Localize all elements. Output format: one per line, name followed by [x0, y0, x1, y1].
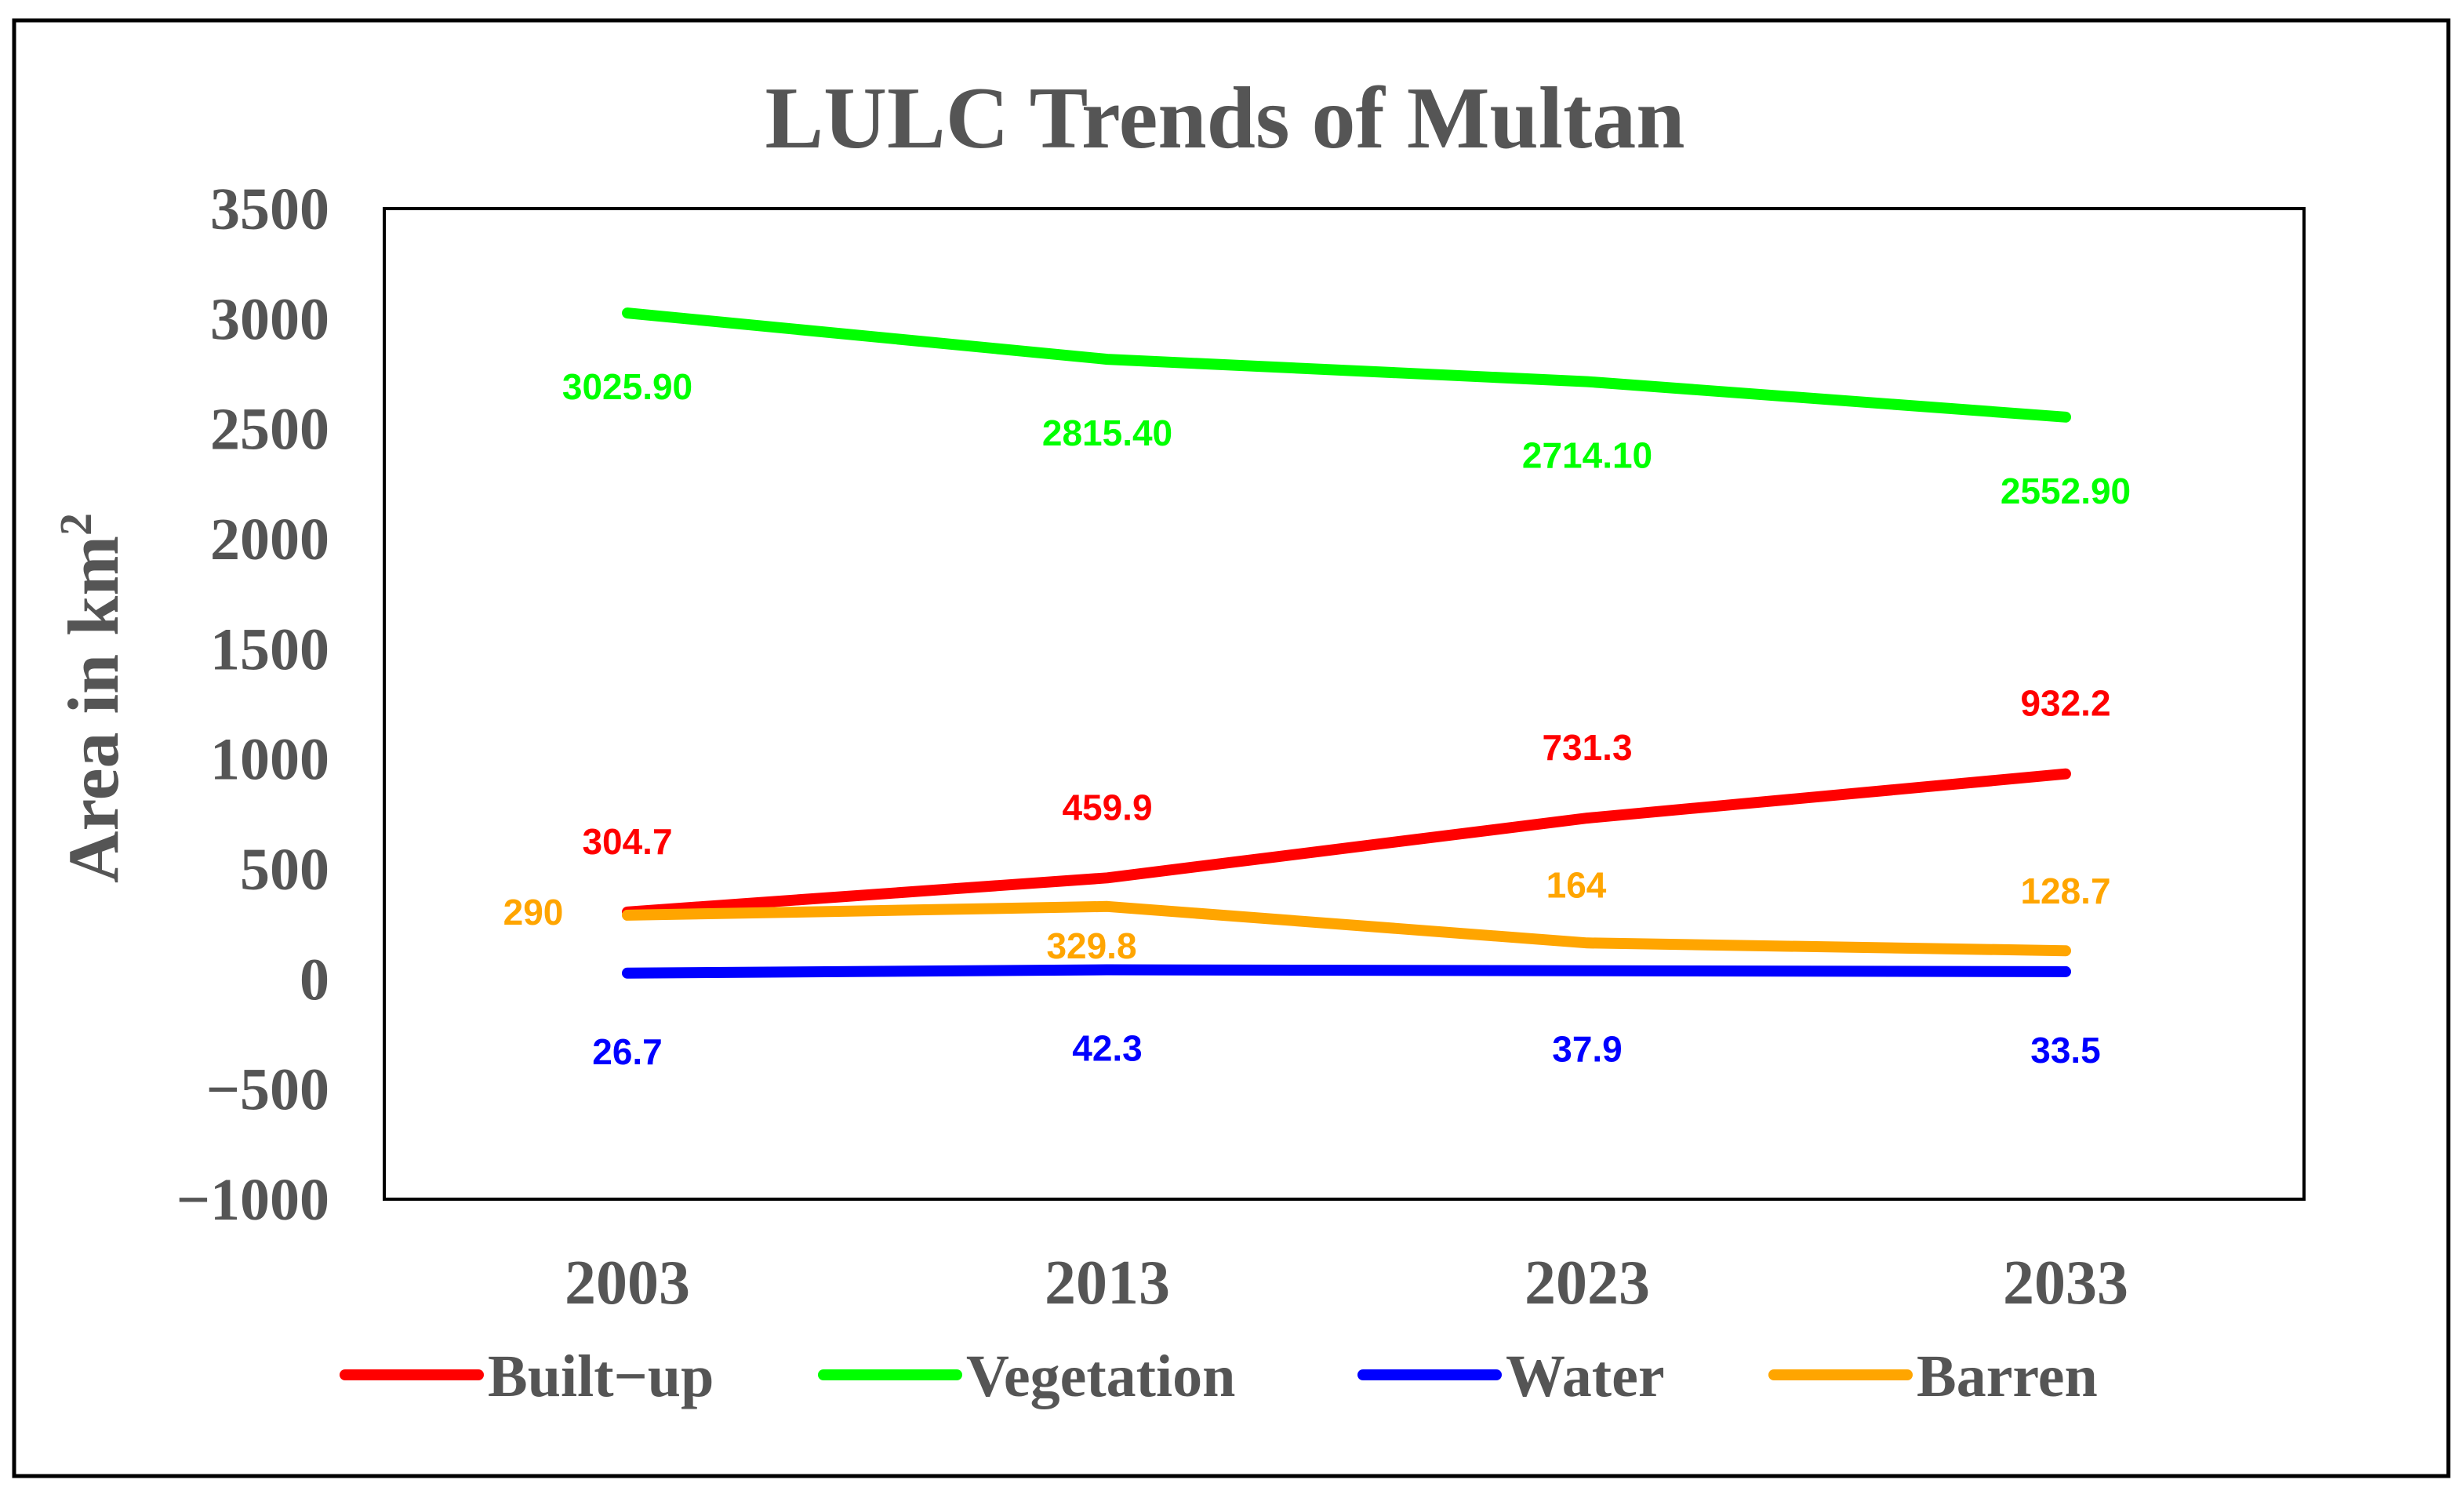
data-label-water: 33.5 [2030, 1030, 2101, 1071]
chart-title: LULC Trends of Multan [765, 70, 1684, 167]
series-lines [622, 307, 2071, 979]
legend-label: Built−up [488, 1343, 714, 1409]
data-label-built-up: 304.7 [582, 821, 672, 862]
data-label-vegetation: 2714.10 [1522, 435, 1652, 476]
data-label-barren: 128.7 [2020, 871, 2110, 911]
data-label-built-up: 731.3 [1542, 727, 1632, 768]
y-tick-label: −500 [206, 1057, 329, 1123]
y-tick-label: 3500 [210, 176, 329, 242]
data-label-water: 37.9 [1552, 1029, 1623, 1070]
legend: Built−up Vegetation Water Barren [340, 1343, 2098, 1409]
data-labels: 304.7 459.9 731.3 932.2 3025.90 2815.40 2714.1… [503, 366, 2131, 1072]
series-line-vegetation [622, 307, 2071, 423]
y-tick-label: 3000 [210, 286, 329, 352]
y-tick-label: 500 [240, 837, 329, 903]
y-tick-label: −1000 [176, 1167, 329, 1233]
data-label-built-up: 932.2 [2020, 683, 2110, 724]
x-tick-label: 2013 [1045, 1249, 1170, 1318]
data-label-water: 26.7 [592, 1031, 663, 1072]
legend-label: Water [1506, 1343, 1665, 1409]
data-label-vegetation: 2815.40 [1042, 413, 1172, 453]
data-label-built-up: 459.9 [1062, 787, 1152, 827]
data-label-barren: 329.8 [1046, 925, 1136, 966]
x-tick-label: 2033 [2003, 1249, 2128, 1318]
y-tick-label: 2500 [210, 397, 329, 463]
x-tick-label: 2023 [1525, 1249, 1650, 1318]
data-label-water: 42.3 [1072, 1027, 1143, 1068]
plot-area [383, 207, 2306, 1201]
data-label-barren: 290 [503, 892, 564, 933]
legend-label: Vegetation [966, 1343, 1235, 1409]
legend-label: Barren [1917, 1343, 2098, 1409]
y-axis-label-superscript: 2 [50, 513, 101, 536]
y-tick-label: 0 [300, 947, 329, 1013]
y-tick-label: 1000 [210, 727, 329, 793]
y-tick-label: 2000 [210, 507, 329, 573]
y-axis-label: Area in km2 [50, 513, 133, 883]
y-axis-label-text: Area in km [53, 536, 133, 883]
series-line-water [622, 964, 2071, 979]
x-tick-label: 2003 [565, 1249, 690, 1318]
series-line-barren [622, 900, 2071, 957]
y-tick-labels: 3500 3000 2500 2000 1500 1000 500 0 −500 −1000 [176, 176, 329, 1233]
y-tick-label: 1500 [210, 616, 329, 682]
data-label-vegetation: 3025.90 [562, 366, 692, 407]
data-label-vegetation: 2552.90 [2001, 471, 2131, 511]
data-label-barren: 164 [1546, 864, 1607, 905]
x-tick-labels: 2003 2013 2023 2033 [565, 1249, 2128, 1318]
series-line-built-up [622, 768, 2071, 918]
